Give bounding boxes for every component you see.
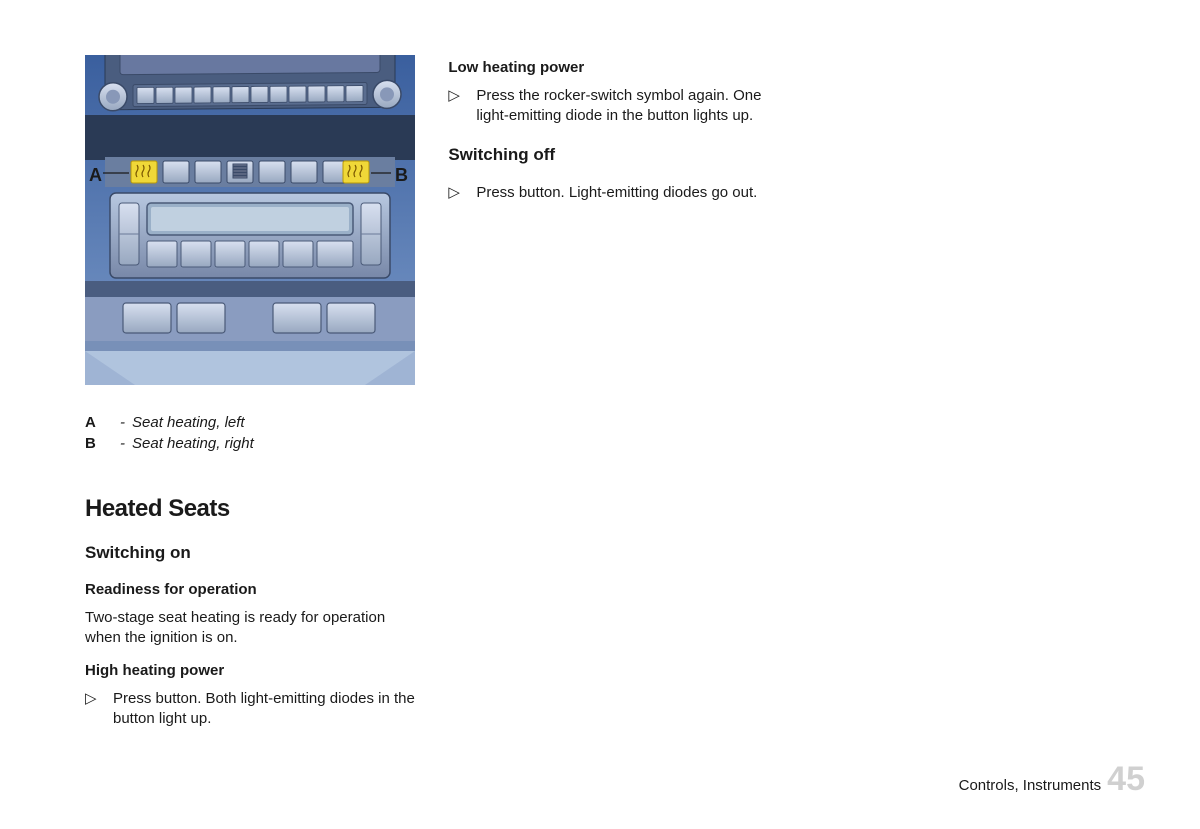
instruction-item: ▷ Press button. Both light-emitting diod… xyxy=(85,689,418,730)
legend-letter: A xyxy=(85,413,120,433)
subheading-readiness: Readiness for operation xyxy=(85,581,418,598)
section-title: Heated Seats xyxy=(85,495,418,523)
instruction-text: Press the rocker-switch symbol again. On… xyxy=(476,86,781,127)
legend-row: B - Seat heating, right xyxy=(85,434,418,454)
subheading-switching-on: Switching on xyxy=(85,543,418,563)
legend-dash: - xyxy=(120,413,132,433)
footer-chapter: Controls, Instruments xyxy=(959,777,1102,794)
instruction-item: ▷ Press button. Light-emitting diodes go… xyxy=(448,183,781,203)
dashboard-illustration: A B xyxy=(85,55,415,385)
columns-wrapper: A B xyxy=(85,55,1145,744)
illustration-label-b: B xyxy=(395,165,408,185)
legend-text: Seat heating, right xyxy=(132,434,254,454)
illustration-label-a: A xyxy=(89,165,102,185)
subheading-switching-off: Switching off xyxy=(448,145,781,165)
column-middle: Low heating power ▷ Press the rocker-swi… xyxy=(448,55,781,744)
subheading-low-power: Low heating power xyxy=(448,59,781,76)
legend-letter: B xyxy=(85,434,120,454)
triangle-bullet-icon: ▷ xyxy=(448,183,476,203)
page-footer: Controls, Instruments 45 xyxy=(959,760,1145,799)
paragraph-readiness: Two-stage seat heating is ready for oper… xyxy=(85,608,418,649)
legend-row: A - Seat heating, left xyxy=(85,413,418,433)
column-left: A B xyxy=(85,55,418,744)
column-right xyxy=(812,55,1145,744)
legend: A - Seat heating, left B - Seat heating,… xyxy=(85,413,418,455)
instruction-item: ▷ Press the rocker-switch symbol again. … xyxy=(448,86,781,127)
manual-page: A B xyxy=(0,0,1200,829)
legend-dash: - xyxy=(120,434,132,454)
instruction-text: Press button. Both light-emitting diodes… xyxy=(113,689,418,730)
instruction-text: Press button. Light-emitting diodes go o… xyxy=(476,183,757,203)
dashboard-svg: A B xyxy=(85,55,415,385)
legend-text: Seat heating, left xyxy=(132,413,245,433)
footer-page-number: 45 xyxy=(1107,760,1145,799)
triangle-bullet-icon: ▷ xyxy=(448,86,476,127)
triangle-bullet-icon: ▷ xyxy=(85,689,113,730)
subheading-high-power: High heating power xyxy=(85,662,418,679)
